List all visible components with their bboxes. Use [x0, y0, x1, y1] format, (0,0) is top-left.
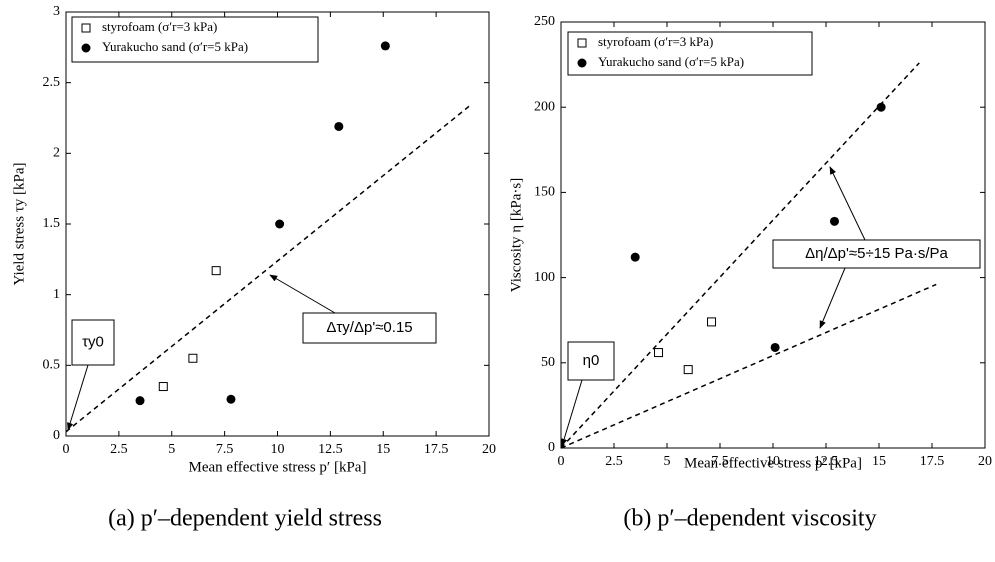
point [707, 317, 717, 327]
fit-line [560, 62, 920, 449]
annotation-arrow [829, 166, 866, 241]
x-tick-label: 7.5 [711, 454, 729, 469]
point [380, 41, 390, 51]
x-tick-label: 17.5 [920, 454, 945, 469]
point [226, 394, 236, 404]
legend-marker [81, 23, 91, 33]
annotation: η0 [583, 352, 600, 369]
caption: (a) p′–dependent yield stress [108, 506, 382, 532]
x-tick-label: 10 [766, 454, 780, 469]
fit-line [560, 283, 937, 449]
x-tick-label: 5 [168, 442, 175, 457]
legend-box [567, 31, 813, 76]
point [654, 348, 664, 358]
annotation: τy0 [82, 333, 104, 350]
y-tick-label: 50 [541, 355, 555, 370]
annotation-arrow [561, 379, 583, 447]
y-axis-label: Viscosity η [kPa·s] [508, 178, 524, 292]
annotation-box [567, 341, 615, 381]
x-tick-label: 20 [482, 442, 496, 457]
x-tick-label: 2.5 [605, 454, 623, 469]
y-tick-label: 200 [534, 99, 555, 114]
x-tick-label: 2.5 [110, 442, 128, 457]
point [829, 216, 839, 226]
point [630, 252, 640, 262]
x-axis-label: Mean effective stress p′ [kPa] [684, 455, 862, 471]
y-tick-label: 1 [53, 287, 60, 302]
x-tick-label: 17.5 [424, 442, 449, 457]
point [275, 219, 285, 229]
x-tick-label: 7.5 [216, 442, 234, 457]
legend-marker [577, 38, 587, 48]
point [211, 266, 221, 276]
y-tick-label: 1.5 [43, 216, 61, 231]
y-tick-label: 250 [534, 14, 555, 29]
fit-line [65, 103, 473, 433]
legend-marker [81, 43, 91, 53]
x-tick-label: 5 [664, 454, 671, 469]
x-tick-label: 12.5 [318, 442, 343, 457]
annotation-arrow [269, 274, 336, 314]
annotation: Δτy/Δp'≈0.15 [326, 319, 412, 336]
x-tick-label: 15 [376, 442, 390, 457]
annotation-arrow [67, 364, 89, 431]
legend-label: Yurakucho sand (σ′r=5 kPa) [598, 54, 744, 69]
x-tick-label: 0 [63, 442, 70, 457]
legend-box [71, 16, 319, 63]
y-tick-label: 3 [53, 4, 60, 19]
annotation: Δη/Δp'≈5÷15 Pa·s/Pa [805, 245, 948, 262]
point [334, 121, 344, 131]
x-tick-label: 20 [978, 454, 992, 469]
y-tick-label: 2.5 [43, 75, 61, 90]
point [135, 396, 145, 406]
annotation-box [772, 239, 981, 269]
y-tick-label: 0.5 [43, 358, 61, 373]
plot-frame [560, 21, 986, 449]
annotation-box [302, 312, 437, 344]
y-tick-label: 0 [53, 428, 60, 443]
y-tick-label: 150 [534, 185, 555, 200]
legend-marker [577, 58, 587, 68]
y-tick-label: 100 [534, 270, 555, 285]
legend-label: styrofoam (σ′r=3 kPa) [598, 34, 713, 49]
y-tick-label: 2 [53, 146, 60, 161]
point [683, 365, 693, 375]
legend-label: Yurakucho sand (σ′r=5 kPa) [102, 39, 248, 54]
point [876, 102, 886, 112]
point [770, 342, 780, 352]
legend-label: styrofoam (σ′r=3 kPa) [102, 19, 217, 34]
point [188, 353, 198, 363]
annotation-arrow [819, 267, 846, 329]
annotation-box [71, 319, 115, 366]
x-tick-label: 10 [271, 442, 285, 457]
x-tick-label: 15 [872, 454, 886, 469]
x-axis-label: Mean effective stress p′ [kPa] [189, 459, 367, 475]
y-tick-label: 0 [548, 440, 555, 455]
x-tick-label: 0 [558, 454, 565, 469]
point [158, 382, 168, 392]
y-axis-label: Yield stress τy [kPa] [11, 162, 27, 285]
caption: (b) p′–dependent viscosity [623, 506, 876, 532]
x-tick-label: 12.5 [814, 454, 839, 469]
